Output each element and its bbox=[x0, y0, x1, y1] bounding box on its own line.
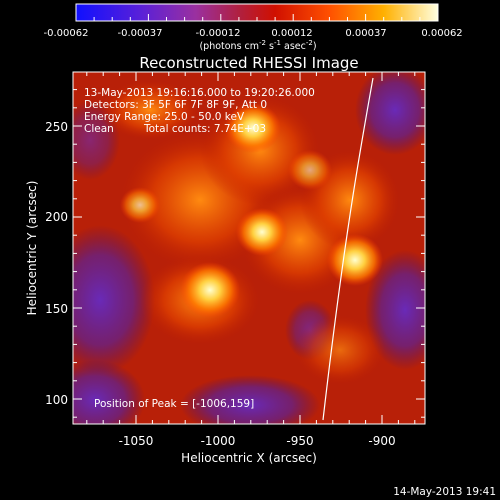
y-tick-label: 150 bbox=[45, 302, 68, 316]
solar-limb-line bbox=[322, 77, 374, 421]
colorbar-ticks bbox=[75, 14, 439, 21]
colorbar-unit-label: (photons cm-2 s-1 asec-2) bbox=[199, 39, 316, 52]
annotation-time-range: 13-May-2013 19:16:16.000 to 19:20:26.000 bbox=[84, 87, 315, 99]
colorbar-tick-label: -0.00037 bbox=[118, 28, 163, 39]
axis-ticks bbox=[73, 72, 425, 424]
y-tick-label: 200 bbox=[45, 210, 68, 224]
y-tick-label: 100 bbox=[45, 393, 68, 407]
x-axis-label: Heliocentric X (arcsec) bbox=[181, 451, 317, 465]
annotation-energy: Energy Range: 25.0 - 50.0 keV bbox=[84, 111, 245, 123]
x-tick-label: -900 bbox=[368, 434, 395, 448]
plot-frame bbox=[72, 71, 426, 425]
colorbar-tick-label: 0.00037 bbox=[345, 28, 386, 39]
colorbar-tick-label: 0.00062 bbox=[421, 28, 462, 39]
colorbar: -0.00062 -0.00037 -0.00012 0.00012 0.000… bbox=[44, 3, 463, 52]
y-axis-label: Heliocentric Y (arcsec) bbox=[25, 181, 39, 316]
x-tick-label: -1000 bbox=[201, 434, 236, 448]
x-tick-label: -1050 bbox=[119, 434, 154, 448]
annotation-total-counts: Total counts: 7.74E+03 bbox=[143, 123, 266, 135]
x-tick-label: -950 bbox=[286, 434, 313, 448]
annotation-peak-position: Position of Peak = [-1006,159] bbox=[94, 398, 254, 410]
y-tick-label: 250 bbox=[45, 120, 68, 134]
plot-title: Reconstructed RHESSI Image bbox=[139, 54, 358, 72]
colorbar-tick-label: 0.00012 bbox=[271, 28, 312, 39]
footer-timestamp: 14-May-2013 19:41 bbox=[393, 486, 496, 498]
annotation-clean: Clean bbox=[84, 123, 114, 135]
annotation-detectors: Detectors: 3F 5F 6F 7F 8F 9F, Att 0 bbox=[84, 99, 267, 111]
rhessi-image bbox=[73, 72, 425, 424]
colorbar-tick-label: -0.00062 bbox=[44, 28, 89, 39]
colorbar-tick-label: -0.00012 bbox=[196, 28, 241, 39]
